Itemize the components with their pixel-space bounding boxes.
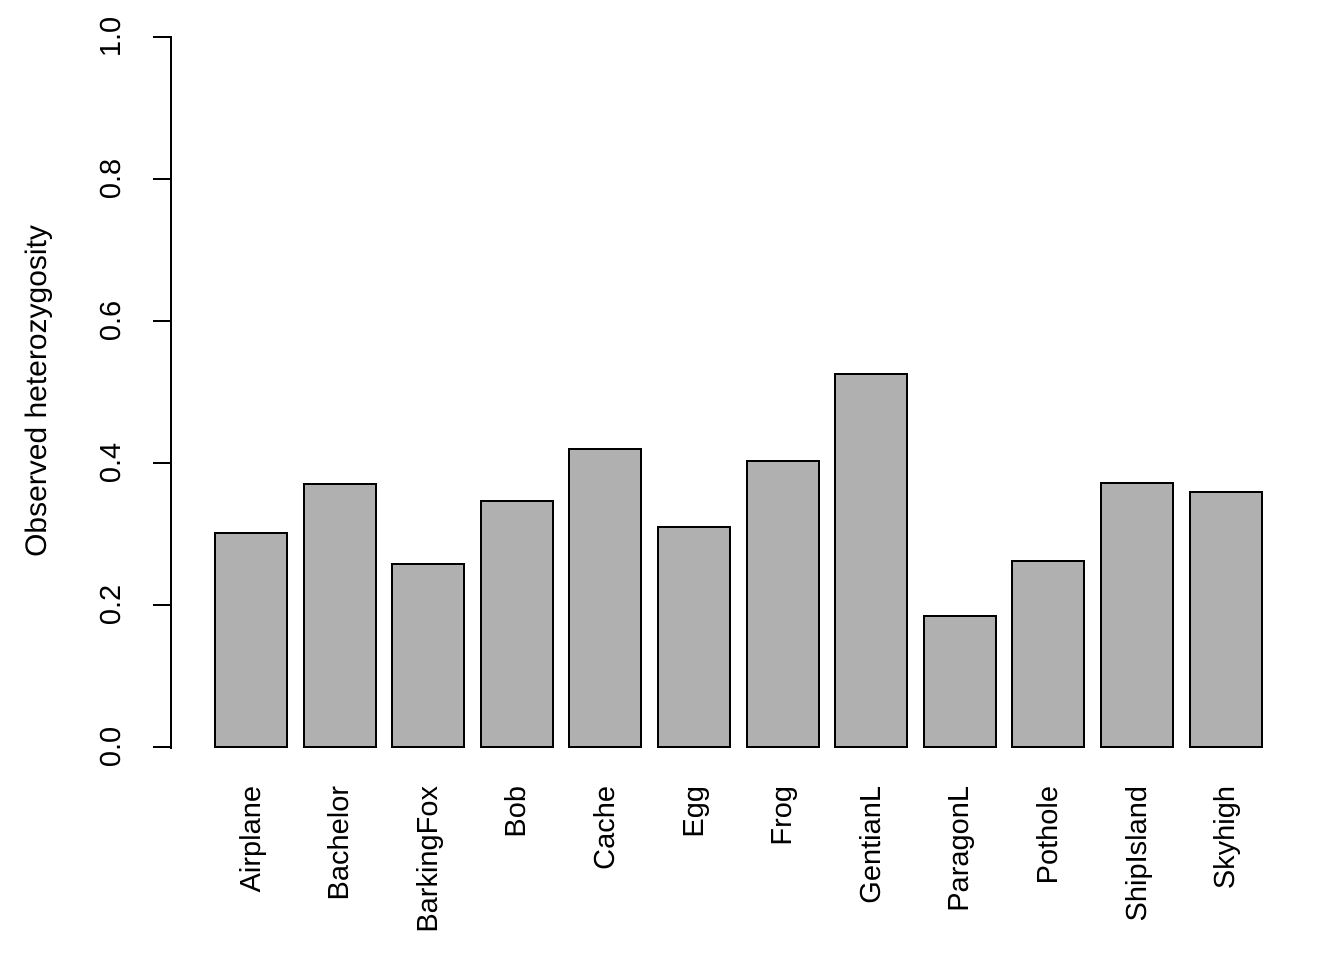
bar-barkingfox bbox=[391, 562, 466, 749]
y-axis-tick-0.2 bbox=[153, 603, 172, 606]
bar-bachelor bbox=[302, 483, 377, 749]
bar-egg bbox=[657, 525, 731, 749]
bar-cache bbox=[568, 447, 643, 749]
bar-skyhigh bbox=[1188, 491, 1263, 749]
y-axis-tick-label-0.6: 0.6 bbox=[95, 300, 127, 341]
x-axis-label-bob: Bob bbox=[500, 786, 533, 838]
y-axis-tick-0.0 bbox=[153, 745, 172, 748]
bar-airplane bbox=[214, 532, 288, 749]
x-axis-label-gentianl: GentianL bbox=[854, 786, 887, 904]
bar-paragonl bbox=[922, 614, 997, 749]
bar-frog bbox=[745, 459, 820, 749]
x-axis-label-skyhigh: Skyhigh bbox=[1209, 786, 1242, 890]
y-axis-title: Observed heterozygosity bbox=[20, 225, 53, 557]
y-axis-tick-label-0.8: 0.8 bbox=[95, 158, 127, 200]
x-axis-label-bachelor: Bachelor bbox=[323, 786, 356, 901]
y-axis-tick-0.8 bbox=[153, 177, 172, 180]
bar-pothole bbox=[1011, 559, 1086, 749]
y-axis-tick-label-0.2: 0.2 bbox=[95, 584, 127, 625]
bar-shipisland bbox=[1100, 481, 1174, 749]
x-axis-label-shipisland: ShipIsland bbox=[1120, 786, 1153, 922]
bar-gentianl bbox=[834, 372, 909, 749]
x-axis-label-pothole: Pothole bbox=[1031, 786, 1064, 885]
y-axis-tick-label-1.0: 1.0 bbox=[95, 16, 127, 58]
y-axis-tick-label-0.0: 0.0 bbox=[95, 726, 127, 767]
x-axis-label-cache: Cache bbox=[588, 786, 621, 870]
y-axis-tick-0.6 bbox=[153, 319, 172, 322]
x-axis-label-barkingfox: BarkingFox bbox=[411, 786, 444, 933]
y-axis-line bbox=[170, 36, 172, 749]
y-axis-tick-label-0.4: 0.4 bbox=[95, 442, 127, 483]
x-axis-label-paragonl: ParagonL bbox=[943, 786, 976, 912]
x-axis-label-egg: Egg bbox=[677, 786, 710, 838]
x-axis-label-airplane: Airplane bbox=[234, 786, 267, 893]
x-axis-label-frog: Frog bbox=[766, 786, 799, 846]
y-axis-tick-1.0 bbox=[153, 36, 172, 38]
bar-bob bbox=[479, 499, 554, 749]
y-axis-tick-0.4 bbox=[153, 461, 172, 464]
